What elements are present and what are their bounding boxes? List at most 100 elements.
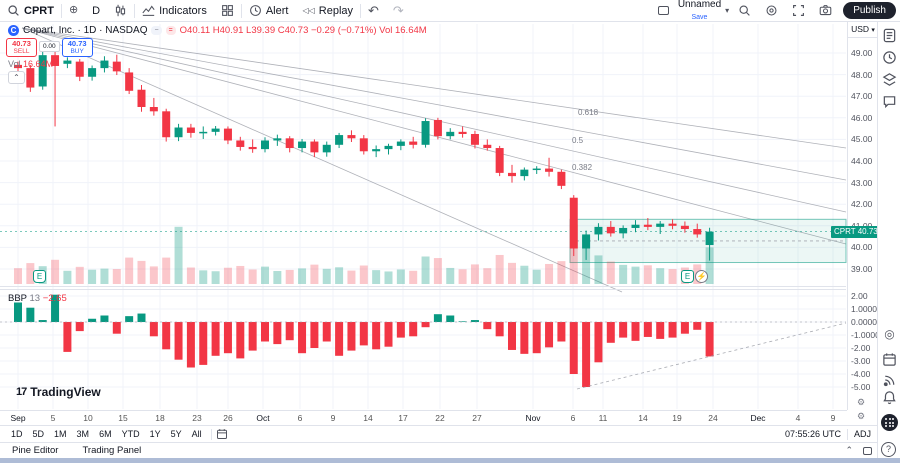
bbp-tick: 1.0000 [851, 304, 877, 314]
legend-flag-chip[interactable]: = [165, 26, 176, 35]
axis-settings-gear-icon[interactable]: ⚙ [857, 397, 866, 407]
fullscreen-button[interactable] [785, 0, 812, 21]
watchlist-icon[interactable] [882, 28, 897, 43]
price-axis[interactable]: USD ▾ 49.00 48.00 47.00 46.00 45.00 44.00 43.0… [831, 22, 881, 410]
currency-selector[interactable]: USD ▾ [848, 24, 878, 38]
buy-button[interactable]: 40.73 BUY [61, 38, 93, 58]
replay-button[interactable]: ◁◁ Replay [295, 0, 360, 21]
quick-search-button[interactable] [731, 0, 758, 21]
range-button-3m[interactable]: 3M [76, 429, 90, 439]
time-tick: 15 [118, 413, 128, 423]
chart-canvas[interactable]: C Copart, Inc. · 1D · NASDAQ − = O40.11 … [0, 22, 847, 410]
time-tick: Nov [525, 413, 541, 423]
time-tick: 11 [598, 413, 608, 423]
price-tick: 39.00 [851, 264, 873, 274]
time-tick: 18 [155, 413, 165, 423]
adj-toggle[interactable]: ADJ [853, 429, 871, 439]
publish-button[interactable]: Publish [843, 2, 896, 19]
snapshot-button[interactable] [812, 0, 839, 21]
spread-value: 0.00 [39, 41, 60, 52]
gear-icon [765, 4, 778, 17]
layout-menu-chevron[interactable]: ▾ [723, 0, 731, 21]
goto-target-icon[interactable]: ◎ [884, 327, 895, 341]
layout-name-button[interactable]: Unnamed Save [676, 0, 723, 21]
interval-button[interactable]: D [85, 0, 107, 21]
time-tick: Oct [256, 413, 270, 423]
apps-menu-button[interactable] [881, 414, 898, 431]
volume-value: 16.64M [23, 59, 54, 69]
templates-button[interactable] [214, 0, 241, 21]
go-to-date-icon[interactable] [216, 428, 228, 440]
tab-trading-panel[interactable]: Trading Panel [82, 445, 142, 456]
symbol-search-button[interactable]: CPRT [0, 0, 61, 21]
range-button-all[interactable]: All [191, 429, 202, 439]
earnings-marker[interactable]: E [681, 270, 694, 283]
range-button-ytd[interactable]: YTD [121, 429, 140, 439]
layout-select-button[interactable] [651, 0, 676, 21]
volume-legend[interactable]: Vol 16.64M [8, 59, 53, 69]
redo-button[interactable]: ↷ [386, 0, 411, 21]
earnings-marker[interactable]: E [33, 270, 46, 283]
time-tick: Sep [10, 413, 26, 423]
main-legend: C Copart, Inc. · 1D · NASDAQ − = O40.11 … [8, 25, 427, 36]
panel-restore-icon[interactable] [863, 447, 872, 455]
panel-expand-chevron[interactable]: ⌃ [845, 445, 853, 455]
session-clock[interactable]: 07:55:26 UTC [784, 429, 841, 439]
time-axis[interactable]: Sep 5 10 15 18 23 26 Oct 6 9 14 17 22 27 Nov 6 11 14 19 24 D… [0, 410, 847, 425]
tab-pine-editor[interactable]: Pine Editor [12, 445, 59, 456]
undo-icon: ↶ [368, 3, 379, 18]
fib-level-label: 0.5 [572, 136, 584, 145]
bottom-tabs: Pine Editor Trading Panel ⌃ [0, 442, 900, 458]
time-tick: 9 [330, 413, 336, 423]
volume-label: Vol [8, 59, 21, 69]
price-tick: 40.00 [851, 242, 873, 253]
fib-level-label: 0.618 [578, 108, 599, 117]
indicators-button[interactable]: Indicators [135, 0, 214, 21]
legend-title[interactable]: Copart, Inc. · 1D · NASDAQ [23, 25, 148, 36]
toolbar-separator [360, 3, 362, 18]
symbol-name: CPRT [24, 4, 54, 17]
range-button-1m[interactable]: 1M [54, 429, 67, 439]
toolbar-separator [134, 3, 136, 18]
range-button-6m[interactable]: 6M [99, 429, 112, 439]
bbp-tick: 0.0000 [851, 317, 877, 327]
range-button-1y[interactable]: 1Y [149, 429, 161, 439]
chat-icon[interactable] [882, 94, 897, 109]
window-edge-strip [0, 458, 900, 463]
bbp-legend[interactable]: BBP 13 −2.65 [8, 293, 67, 304]
time-tick: Dec [750, 413, 766, 423]
time-tick: 5 [50, 413, 56, 423]
price-tick: 47.00 [851, 91, 873, 102]
legend-minimize-chip[interactable]: − [151, 26, 162, 35]
range-button-5y[interactable]: 5Y [170, 429, 182, 439]
time-tick: 4 [795, 413, 801, 423]
timezone-gear-icon[interactable]: ⚙ [857, 411, 866, 421]
compare-add-button[interactable]: ⊕ [62, 0, 85, 21]
streams-broadcast-icon[interactable] [882, 373, 897, 388]
toolbar-separator [60, 3, 62, 18]
range-button-1d[interactable]: 1D [11, 429, 23, 439]
range-button-5d[interactable]: 5D [32, 429, 45, 439]
calendar-icon[interactable] [882, 352, 897, 367]
chart-style-button[interactable] [107, 0, 134, 21]
help-button[interactable]: ? [881, 442, 896, 457]
chart-settings-button[interactable] [758, 0, 785, 21]
time-tick: 9 [830, 413, 836, 423]
sell-button[interactable]: 40.73 SELL [6, 38, 37, 58]
time-tick: 23 [192, 413, 202, 423]
time-tick: 19 [672, 413, 682, 423]
alert-label: Alert [265, 4, 289, 17]
news-marker[interactable]: ⚡ [695, 270, 708, 283]
alerts-clock-icon[interactable] [882, 50, 897, 65]
time-tick: 17 [398, 413, 408, 423]
price-tick: 46.00 [851, 112, 873, 123]
right-sidebar: ◎ ? [877, 22, 900, 458]
undo-button[interactable]: ↶ [361, 0, 386, 21]
indicators-label: Indicators [159, 4, 207, 17]
alert-button[interactable]: Alert [242, 0, 296, 21]
toolbar-separator [210, 428, 212, 440]
legend-collapse-button[interactable]: ⌃ [8, 71, 25, 84]
notifications-bell-icon[interactable] [882, 390, 897, 405]
replay-icon: ◁◁ [302, 5, 315, 15]
object-tree-layers-icon[interactable] [882, 72, 897, 87]
